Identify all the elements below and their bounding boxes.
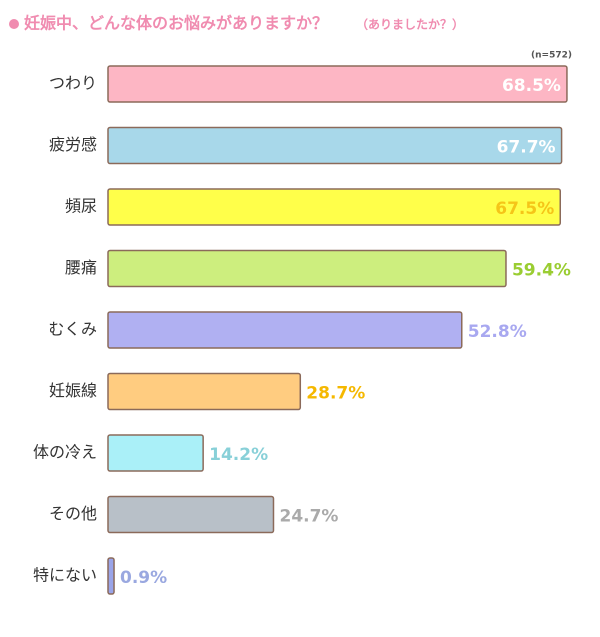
category-label: むくみ [48,320,97,339]
value-label: 67.7% [497,138,556,158]
value-label: 59.4% [512,261,571,281]
category-label: 体の冷え [33,443,97,462]
bar [107,249,507,288]
category-label: つわり [49,74,97,93]
value-label: 28.7% [306,384,365,404]
category-label: 特にない [33,566,97,585]
value-label: 67.5% [495,199,554,219]
category-label: 頻尿 [65,197,97,216]
bar [107,557,115,595]
bar [107,188,561,226]
value-label: 68.5% [502,76,561,96]
bar [107,372,302,411]
chart-subtitle: （ありましたか？） [356,17,464,32]
category-label: 疲労感 [49,135,97,154]
bar [107,495,275,534]
chart-title: 妊娠中、どんな体のお悩みがありますか？ [24,14,328,33]
bar [107,311,463,349]
bar [107,434,204,472]
bar [107,126,563,165]
value-label: 14.2% [209,445,268,465]
title-bullet [9,19,19,29]
value-label: 0.9% [120,568,167,588]
sample-size: (n=572) [531,51,572,61]
category-label: 妊娠線 [49,381,97,400]
category-label: 腰痛 [65,258,97,277]
value-label: 52.8% [468,322,527,342]
category-label: その他 [49,504,97,523]
value-label: 24.7% [279,507,338,527]
bar [107,65,568,103]
